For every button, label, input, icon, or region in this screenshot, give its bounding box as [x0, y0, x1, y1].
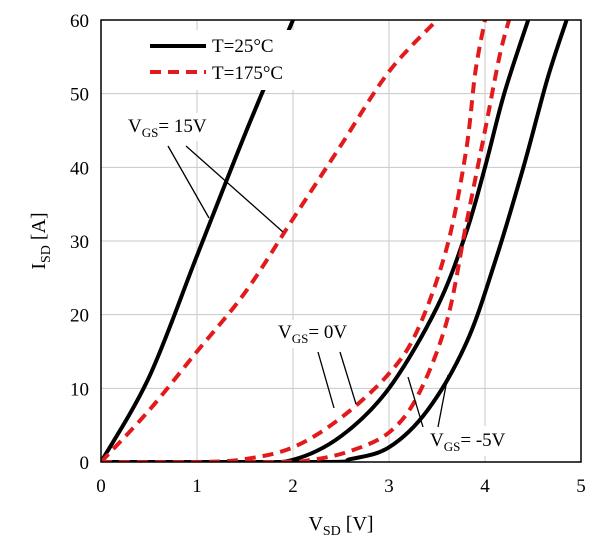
annotation-leader-25c [167, 145, 210, 219]
annotation-leader-25c [437, 374, 449, 428]
annotation-background [122, 113, 230, 141]
x-axis-label-unit: [V] [341, 513, 374, 535]
annotation-rest: = -5V [460, 430, 505, 451]
y-axis-label-sub: SD [39, 245, 54, 263]
y-tick-label: 30 [70, 232, 89, 253]
x-tick-label: 2 [288, 476, 298, 497]
annotation-leader-175c [407, 376, 424, 428]
legend: T=25°C T=175°C [128, 30, 318, 90]
annotation-vgs-0v: VGS= 0V [273, 320, 363, 409]
y-tick-label: 10 [70, 379, 89, 400]
annotation-leader-175c [317, 351, 335, 409]
x-axis-label-main: V [308, 513, 323, 535]
annotation-main: V [128, 116, 142, 137]
annotation-vgs-minus5v: VGS= -5V [407, 374, 534, 456]
plot-frame [100, 19, 582, 463]
series-line-25c-vgs-15v [101, 20, 295, 462]
x-tick-labels: 0 1 2 3 4 5 [96, 476, 586, 497]
y-axis-label: ISD [A] [28, 212, 54, 269]
x-tick-label: 1 [192, 476, 202, 497]
y-tick-labels: 0 10 20 30 40 50 60 [70, 11, 89, 474]
x-axis-label: VSD [V] [308, 513, 373, 539]
y-tick-label: 60 [70, 11, 89, 32]
annotation-sub: GS [142, 125, 159, 140]
x-tick-label: 5 [576, 476, 586, 497]
legend-background [128, 30, 318, 90]
annotation-rest: = 0V [308, 322, 347, 343]
legend-label-175c: T=175°C [212, 63, 283, 84]
x-axis-label-sub: SD [323, 524, 341, 539]
annotation-rest: = 15V [158, 116, 206, 137]
legend-label-25c: T=25°C [212, 36, 274, 57]
annotation-sub: GS [444, 439, 461, 454]
y-tick-label: 40 [70, 158, 89, 179]
annotation-background [273, 320, 363, 348]
annotation-background [424, 426, 534, 456]
y-axis-label-unit: [A] [28, 212, 50, 245]
annotation-main: V [430, 430, 444, 451]
annotation-leader-25c [339, 351, 357, 405]
svg-text:VGS= -5V: VGS= -5V [430, 430, 506, 454]
y-tick-label: 20 [70, 306, 89, 327]
annotation-main: V [278, 322, 292, 343]
annotation-vgs-15v: VGS= 15V [122, 113, 284, 233]
x-tick-label: 0 [96, 476, 106, 497]
series-line-175c-vgs-15v [101, 20, 439, 462]
x-tick-label: 4 [480, 476, 490, 497]
x-tick-label: 3 [384, 476, 394, 497]
svg-text:VGS= 15V: VGS= 15V [128, 116, 207, 140]
y-axis-label-main: I [28, 263, 50, 270]
svg-text:VGS= 0V: VGS= 0V [278, 322, 347, 346]
y-tick-label: 0 [80, 453, 90, 474]
annotation-sub: GS [292, 331, 309, 346]
y-tick-label: 50 [70, 85, 89, 106]
annotation-leader-175c [185, 145, 284, 233]
